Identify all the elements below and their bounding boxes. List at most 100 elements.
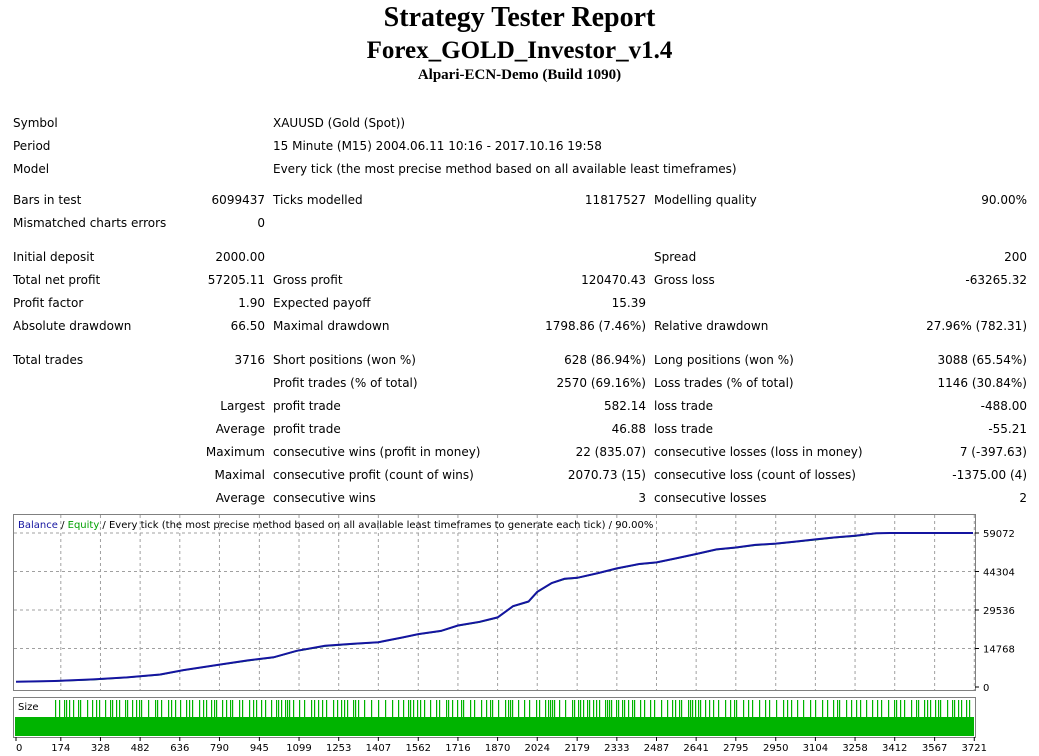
x-tick-label: 0 <box>16 743 22 754</box>
size-bar <box>736 700 738 718</box>
size-bar <box>583 700 585 718</box>
size-bar <box>698 700 700 718</box>
size-bar <box>822 700 824 718</box>
size-bar <box>881 700 883 718</box>
size-bar <box>839 700 841 718</box>
ticks-label: Ticks modelled <box>273 193 363 207</box>
average-label: Average <box>215 422 265 436</box>
absdd-label: Absolute drawdown <box>13 319 132 333</box>
size-bar <box>918 700 920 718</box>
size-bar <box>211 700 213 718</box>
size-bar <box>446 700 448 718</box>
trades-label: Total trades <box>13 353 84 367</box>
size-bar <box>344 700 346 718</box>
size-bar <box>299 700 301 718</box>
size-bar <box>457 700 459 718</box>
size-bar <box>650 700 652 718</box>
size-bar <box>896 700 898 718</box>
size-bar <box>776 700 778 718</box>
size-bar <box>314 700 316 718</box>
size-bar <box>539 700 541 718</box>
grossloss-value: -63265.32 <box>965 273 1027 287</box>
size-bar <box>545 700 547 718</box>
size-bar <box>734 700 736 718</box>
size-bar <box>580 700 582 718</box>
profittrades-value: 2570 (69.16%) <box>556 376 646 390</box>
size-bar <box>271 700 273 718</box>
y-tick-label: 14768 <box>983 645 1015 656</box>
size-bar <box>709 700 711 718</box>
main-plot-frame <box>13 514 976 691</box>
size-bar <box>783 700 785 718</box>
x-tick-label: 2795 <box>723 743 748 754</box>
size-bar <box>392 700 394 718</box>
x-tick-label: 2641 <box>683 743 708 754</box>
size-bar <box>87 700 89 718</box>
size-bar <box>930 700 932 718</box>
quality-value: 90.00% <box>981 193 1027 207</box>
size-bar <box>866 700 868 718</box>
size-bar <box>96 700 98 718</box>
size-bar <box>900 700 902 718</box>
size-bar <box>498 700 500 718</box>
size-bar <box>186 700 188 718</box>
size-bar <box>856 700 858 718</box>
legend-separator: / <box>58 520 68 531</box>
size-bar <box>695 700 697 718</box>
size-bar <box>192 700 194 718</box>
profitfactor-label: Profit factor <box>13 296 84 310</box>
size-bar <box>470 700 472 718</box>
size-bar <box>574 700 576 718</box>
size-bar <box>139 700 141 718</box>
max-consec-wins-value: 22 (835.07) <box>575 445 646 459</box>
average-profit-label: profit trade <box>273 422 341 436</box>
size-bar <box>378 700 380 718</box>
size-bar <box>536 700 538 718</box>
quality-label: Modelling quality <box>654 193 757 207</box>
x-tick-label: 2487 <box>644 743 669 754</box>
size-bar <box>690 700 692 718</box>
reldd-value: 27.96% (782.31) <box>926 319 1027 333</box>
size-bar <box>171 700 173 718</box>
deposit-label: Initial deposit <box>13 250 95 264</box>
size-bar <box>725 700 727 718</box>
size-bar <box>214 700 216 718</box>
size-bar <box>718 700 720 718</box>
size-bar <box>119 700 121 718</box>
size-bar <box>333 700 335 718</box>
size-bar <box>607 700 609 718</box>
bars-label: Bars in test <box>13 193 82 207</box>
size-bar <box>371 700 373 718</box>
maximal-label: Maximal <box>214 468 265 482</box>
size-bar <box>752 700 754 718</box>
size-bar <box>609 700 611 718</box>
size-bar <box>452 700 454 718</box>
size-bar <box>605 700 607 718</box>
long-label: Long positions (won %) <box>654 353 794 367</box>
y-tick-label: 59072 <box>983 529 1015 540</box>
size-bar <box>748 700 750 718</box>
size-bar <box>278 700 280 718</box>
size-bar <box>69 700 71 718</box>
bars-value: 6099437 <box>211 193 265 207</box>
size-bar <box>634 700 636 718</box>
size-bar <box>713 700 715 718</box>
x-tick-label: 328 <box>91 743 110 754</box>
y-tick-label: 44304 <box>983 568 1015 579</box>
size-bar <box>230 700 232 718</box>
deposit-value: 2000.00 <box>215 250 265 264</box>
size-bar <box>420 700 422 718</box>
size-bar <box>572 700 574 718</box>
size-bar <box>78 700 80 718</box>
balance-line <box>15 532 973 683</box>
size-bar <box>408 700 410 718</box>
size-bar <box>80 700 82 718</box>
payoff-label: Expected payoff <box>273 296 371 310</box>
size-bar <box>593 700 595 718</box>
size-bar <box>55 700 57 718</box>
size-bar <box>157 700 159 718</box>
max-consec-loss-label: consecutive loss (count of losses) <box>654 468 856 482</box>
size-bar <box>256 700 258 718</box>
avg-consec-wins-value: 3 <box>638 491 646 505</box>
size-bar <box>587 700 589 718</box>
